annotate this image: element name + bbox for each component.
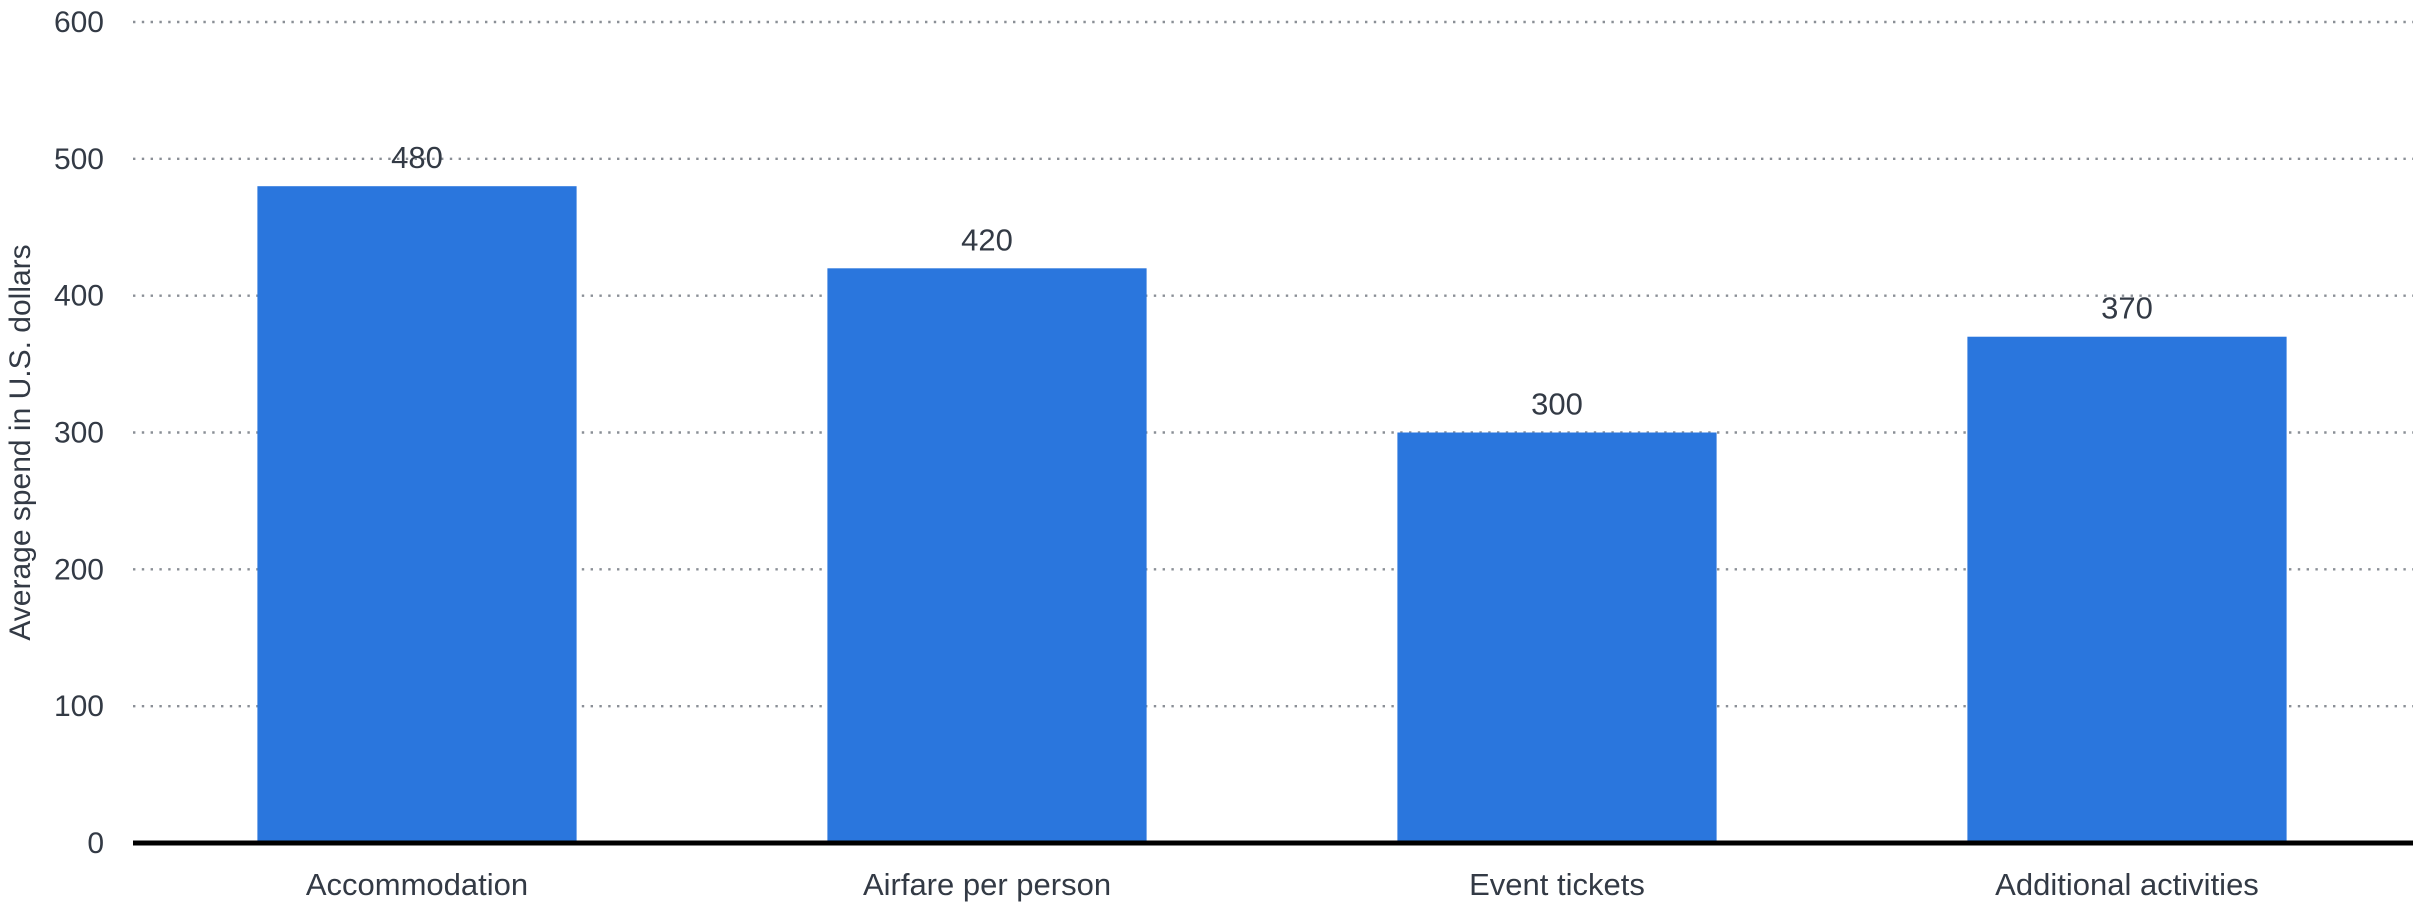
y-tick-label: 500 [54, 143, 104, 176]
x-tick-label: Accommodation [306, 867, 528, 902]
y-axis-title: Average spend in U.S. dollars [4, 244, 37, 640]
bars [257, 186, 2287, 843]
data-label: 370 [2101, 291, 2153, 326]
data-label: 420 [961, 222, 1013, 257]
bar [257, 186, 577, 843]
bar [1397, 432, 1717, 843]
x-tick-label: Additional activities [1995, 867, 2259, 902]
x-tick-label: Event tickets [1469, 867, 1645, 902]
bar [827, 268, 1147, 843]
y-tick-label: 300 [54, 417, 104, 450]
y-tick-label: 100 [54, 690, 104, 723]
x-tick-label: Airfare per person [863, 867, 1111, 902]
data-label: 480 [391, 140, 443, 175]
y-tick-label: 0 [87, 827, 104, 860]
y-tick-label: 600 [54, 6, 104, 39]
labels: 0 100 200 300 400 500 600 480 Accommodation 420 Ai… [54, 6, 2259, 902]
data-label: 300 [1531, 387, 1583, 422]
y-tick-label: 200 [54, 553, 104, 586]
y-tick-label: 400 [54, 280, 104, 313]
bar [1967, 336, 2287, 843]
